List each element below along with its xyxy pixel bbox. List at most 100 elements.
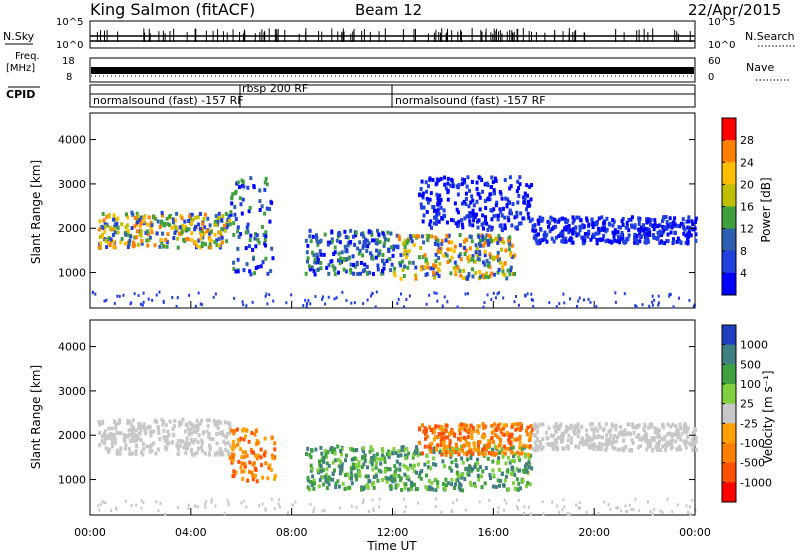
echo-cell (166, 429, 170, 434)
echo-cell (603, 500, 606, 504)
echo-cell (468, 188, 472, 193)
echo-cell (428, 222, 432, 227)
echo-cell (676, 427, 680, 432)
echo-cell (516, 179, 520, 184)
echo-cell (632, 508, 635, 512)
echo-cell (550, 217, 554, 222)
echo-cell (504, 461, 508, 466)
echo-cell (470, 194, 474, 199)
echo-cell (523, 191, 527, 196)
echo-cell (617, 225, 621, 230)
echo-cell (625, 221, 629, 226)
echo-cell (222, 439, 226, 444)
echo-cell (224, 211, 228, 216)
echo-cell (532, 223, 536, 228)
echo-cell (502, 423, 506, 428)
echo-cell (501, 271, 505, 276)
date-title: 22/Apr/2015 (688, 1, 781, 19)
colorbar-tick-label: -1000 (740, 476, 772, 489)
echo-cell (454, 221, 458, 226)
echo-cell (381, 456, 385, 461)
echo-cell (475, 246, 479, 251)
echo-cell (162, 244, 166, 249)
echo-cell (113, 224, 117, 229)
echo-cell (100, 439, 104, 444)
echo-cell (103, 222, 107, 227)
echo-cell (404, 505, 407, 509)
echo-cell (504, 474, 508, 479)
echo-cell (344, 235, 348, 240)
echo-cell (602, 426, 606, 431)
echo-cell (114, 426, 118, 431)
echo-cell (379, 461, 383, 466)
echo-cell (463, 451, 467, 456)
echo-cell (439, 443, 443, 448)
echo-cell (204, 502, 207, 506)
echo-cell (471, 256, 475, 261)
echo-cell (637, 445, 641, 450)
echo-cell (620, 432, 624, 437)
echo-cell (389, 268, 393, 273)
echo-cell (502, 296, 505, 300)
echo-cell (592, 446, 596, 451)
echo-cell (339, 459, 343, 464)
echo-cell (478, 238, 482, 243)
echo-cell (187, 432, 191, 437)
echo-cell (488, 472, 492, 477)
echo-cell (463, 477, 467, 482)
echo-cell (410, 465, 414, 470)
nsearch-label: N.Search (745, 30, 795, 43)
echo-cell (312, 478, 316, 483)
echo-cell (366, 474, 370, 479)
echo-cell (383, 237, 387, 242)
echo-cell (167, 441, 171, 446)
echo-cell (306, 302, 309, 306)
echo-cell (637, 227, 641, 232)
echo-cell (203, 242, 207, 247)
echo-cell (354, 474, 358, 479)
echo-cell (535, 239, 539, 244)
echo-cell (333, 250, 337, 255)
echo-cell (336, 479, 340, 484)
echo-cell (362, 302, 365, 306)
echo-cell (393, 273, 397, 278)
echo-cell (568, 512, 571, 516)
echo-cell (258, 504, 261, 508)
echo-cell (486, 293, 489, 297)
echo-cell (103, 440, 107, 445)
echo-cell (541, 422, 545, 427)
echo-cell (159, 501, 162, 505)
echo-cell (360, 232, 364, 237)
echo-cell (113, 230, 117, 235)
echo-cell (477, 249, 481, 254)
echo-cell (236, 180, 240, 185)
echo-cell (158, 436, 162, 441)
echo-cell (107, 213, 111, 218)
echo-cell (192, 424, 196, 429)
echo-cell (542, 512, 545, 516)
echo-cell (496, 240, 500, 245)
echo-cell (494, 178, 498, 183)
echo-cell (437, 211, 441, 216)
echo-cell (139, 229, 143, 234)
echo-cell (362, 498, 365, 502)
echo-cell (175, 211, 179, 216)
echo-cell (578, 441, 582, 446)
echo-cell (432, 263, 436, 268)
echo-cell (471, 212, 475, 217)
echo-cell (228, 456, 232, 461)
echo-cell (582, 224, 586, 229)
echo-cell (527, 456, 531, 461)
echo-cell (558, 302, 561, 306)
echo-cell (393, 473, 397, 478)
echo-cell (474, 250, 478, 255)
echo-cell (136, 220, 140, 225)
echo-cell (199, 236, 203, 241)
echo-cell (627, 422, 631, 427)
echo-cell (451, 450, 455, 455)
echo-cell (345, 249, 349, 254)
echo-cell (481, 226, 485, 231)
echo-cell (170, 440, 174, 445)
echo-cell (264, 230, 268, 235)
